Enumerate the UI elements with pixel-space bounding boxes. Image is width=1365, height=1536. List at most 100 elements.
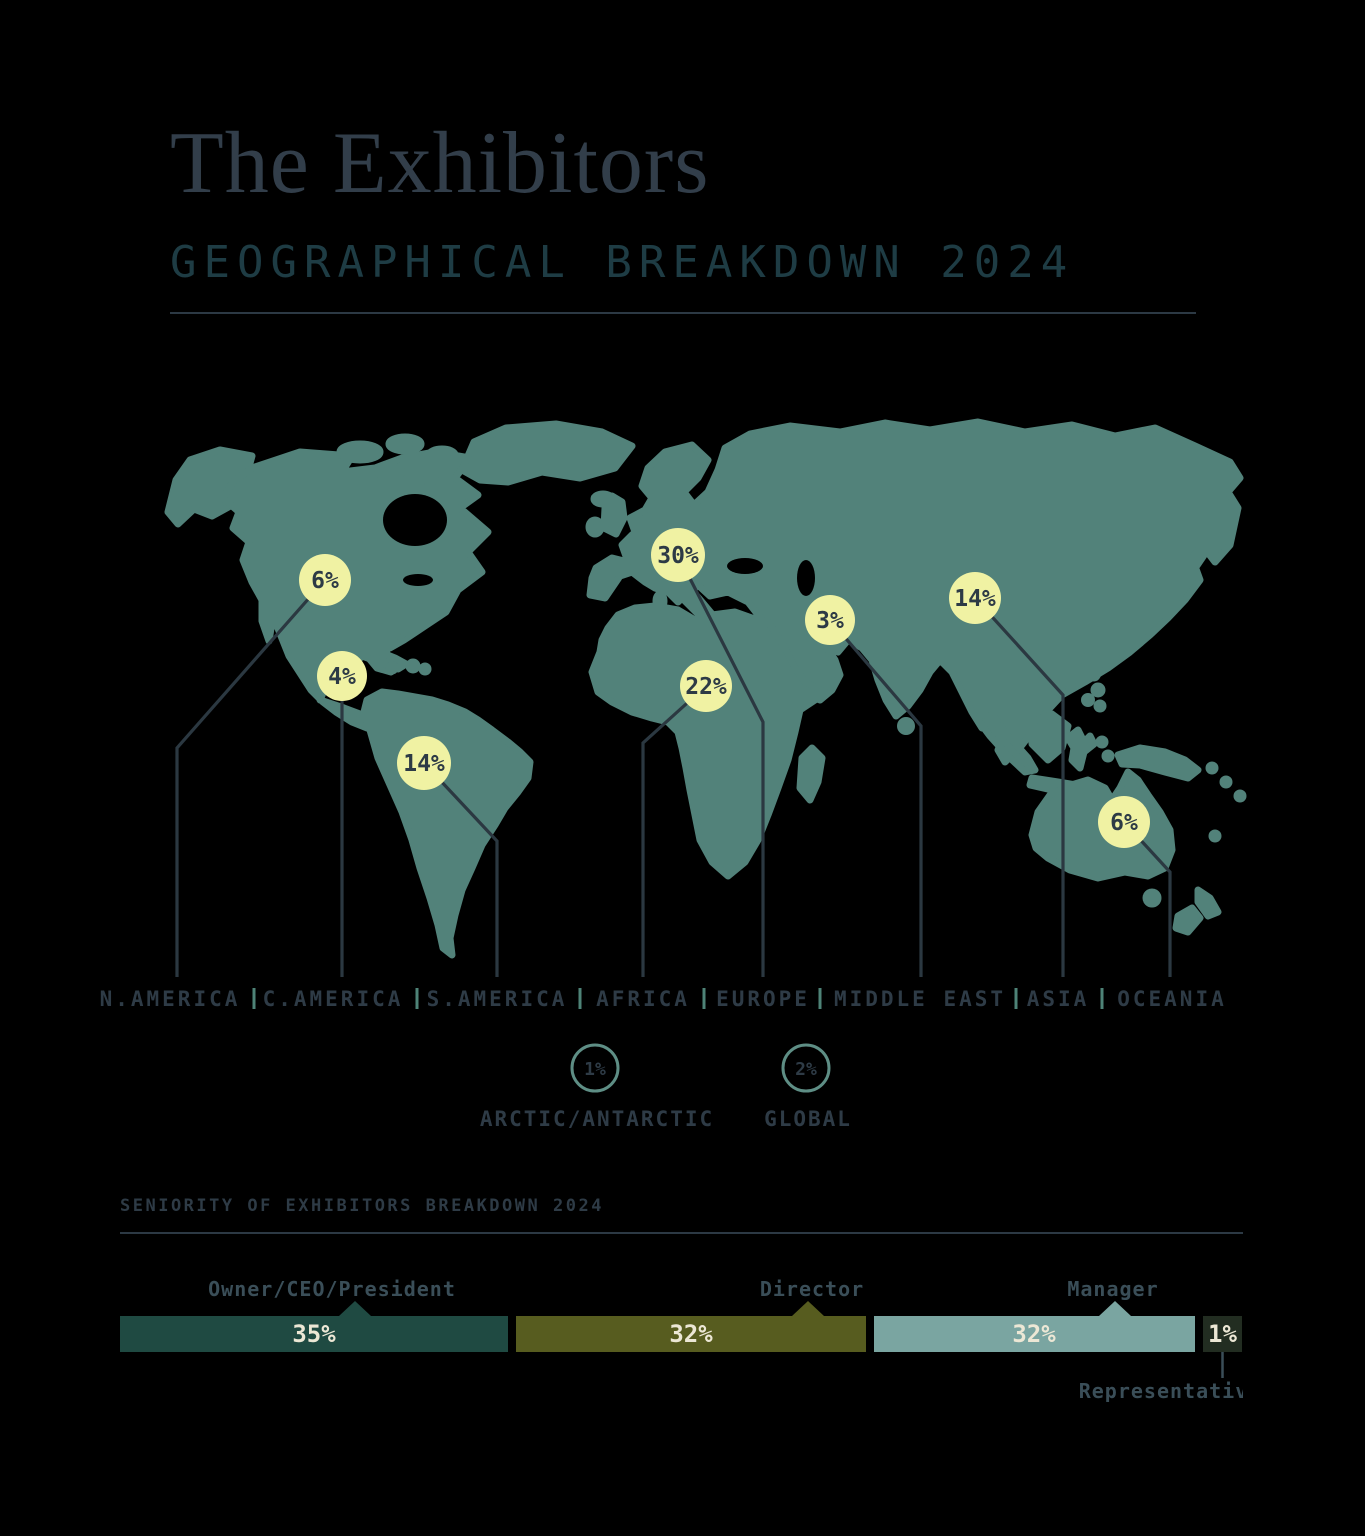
hudson-bay xyxy=(383,494,447,546)
bubble-europe: 30% xyxy=(651,528,705,582)
global-label: GLOBAL xyxy=(764,1107,852,1131)
bubble-oceania: 6% xyxy=(1098,796,1150,848)
header-divider xyxy=(170,312,1196,315)
region-label-s-america: S.AMERICA xyxy=(427,987,568,1011)
bubble-africa: 22% xyxy=(680,660,732,712)
bar-segment-director xyxy=(516,1316,866,1352)
arctic-islands xyxy=(336,433,459,493)
bar-segment-owner xyxy=(120,1316,508,1352)
leader-line-africa xyxy=(641,684,708,977)
region-label-asia: ASIA xyxy=(1027,987,1090,1011)
bubble-asia: 14% xyxy=(949,572,1001,624)
segment-label-manager: Manager xyxy=(1067,1277,1158,1301)
bubble-circle xyxy=(1098,796,1150,848)
bar-segment-representative xyxy=(1203,1316,1242,1352)
arctic-ring-icon xyxy=(570,1043,620,1093)
bubble-circle xyxy=(651,528,705,582)
bar-segment-manager xyxy=(874,1316,1195,1352)
arctic-label: ARCTIC/ANTARCTIC xyxy=(480,1107,714,1131)
pointer-manager xyxy=(1099,1301,1131,1316)
landmass-ireland xyxy=(585,516,605,538)
philippines-islands xyxy=(1081,654,1107,713)
region-label-middle-east: MIDDLE EAST xyxy=(834,987,1006,1011)
landmass-tasmania xyxy=(1142,888,1162,908)
global-ring-icon xyxy=(781,1043,831,1093)
bubble-value: 30% xyxy=(657,543,699,569)
bubble-circle xyxy=(949,572,1001,624)
leader-line-europe xyxy=(676,554,765,977)
leader-line-n-america xyxy=(175,578,327,977)
great-lakes xyxy=(403,574,433,586)
landmass-sakhalin xyxy=(1192,508,1210,548)
pacific-islands xyxy=(1205,761,1247,843)
header: The Exhibitors GEOGRAPHICAL BREAKDOWN 20… xyxy=(170,115,1245,315)
region-label-c-america: C.AMERICA xyxy=(263,987,404,1011)
landmass-greenland xyxy=(458,420,636,486)
segment-label-director: Director xyxy=(760,1277,864,1301)
seniority-heading: SENIORITY OF EXHIBITORS BREAKDOWN 2024 xyxy=(120,1196,604,1216)
region-bubbles: 6% 4% 14% 22% 30% 3% xyxy=(299,528,1150,848)
landmass-new-zealand-north xyxy=(1194,886,1222,920)
bubble-s-america: 14% xyxy=(397,736,451,790)
arctic-value: 1% xyxy=(584,1059,606,1080)
segment-value-owner: 35% xyxy=(292,1320,336,1348)
leader-lines xyxy=(175,554,1172,977)
region-label-africa: AFRICA xyxy=(596,987,690,1011)
bubble-circle xyxy=(317,651,367,701)
leader-line-middle-east xyxy=(828,618,923,977)
landmass-uk xyxy=(600,492,628,538)
bubble-circle xyxy=(680,660,732,712)
bubble-circle xyxy=(805,595,855,645)
landmass-japan xyxy=(1157,538,1215,613)
extra-region-arctic: 1% ARCTIC/ANTARCTIC xyxy=(480,1043,714,1131)
caspian-sea xyxy=(797,560,815,596)
segment-label-representative: Representative xyxy=(1079,1379,1243,1403)
seniority-section: SENIORITY OF EXHIBITORS BREAKDOWN 2024 O… xyxy=(120,1196,1243,1416)
extra-region-global: 2% GLOBAL xyxy=(764,1043,852,1131)
bubble-value: 3% xyxy=(816,608,844,634)
bubble-middle-east: 3% xyxy=(805,595,855,645)
bubble-circle xyxy=(299,554,351,606)
caribbean-islands xyxy=(348,628,432,676)
segment-value-manager: 32% xyxy=(1012,1320,1056,1348)
region-label-europe: EUROPE xyxy=(716,987,810,1011)
label-separators xyxy=(252,988,1104,1009)
bubble-value: 14% xyxy=(403,751,445,777)
page-title: The Exhibitors xyxy=(170,115,710,212)
continents xyxy=(164,418,1247,959)
segment-label-owner: Owner/CEO/President xyxy=(208,1277,456,1301)
segment-value-representative: 1% xyxy=(1208,1320,1237,1348)
bubble-value: 6% xyxy=(311,568,339,594)
landmass-africa xyxy=(588,602,829,880)
inland-seas xyxy=(383,494,815,596)
region-label-oceania: OCEANIA xyxy=(1117,987,1227,1011)
bubble-value: 6% xyxy=(1110,810,1138,836)
bubble-circle xyxy=(397,736,451,790)
pointer-director xyxy=(792,1301,824,1316)
landmass-sumatra xyxy=(974,708,1039,776)
bubble-value: 14% xyxy=(954,586,996,612)
segment-value-director: 32% xyxy=(669,1320,713,1348)
seniority-divider xyxy=(120,1232,1243,1234)
leader-line-asia xyxy=(973,596,1065,977)
black-sea xyxy=(727,558,763,574)
landmass-sri-lanka xyxy=(897,717,915,735)
bubble-value: 4% xyxy=(328,664,356,690)
global-value: 2% xyxy=(795,1059,817,1080)
bubble-c-america: 4% xyxy=(317,651,367,701)
landmass-madagascar xyxy=(796,744,826,804)
pointer-owner xyxy=(339,1301,371,1316)
page-subtitle: GEOGRAPHICAL BREAKDOWN 2024 xyxy=(170,237,1075,289)
leader-line-s-america xyxy=(422,761,499,977)
landmass-south-america xyxy=(360,688,534,959)
landmass-new-guinea xyxy=(1114,744,1202,782)
bubble-value: 22% xyxy=(685,674,727,700)
landmass-new-zealand-south xyxy=(1172,904,1204,936)
region-label-n-america: N.AMERICA xyxy=(100,987,241,1011)
seniority-chart: Owner/CEO/President Director Manager 35%… xyxy=(120,1277,1243,1403)
landmass-sulawesi xyxy=(1064,726,1098,772)
region-labels: N.AMERICA C.AMERICA S.AMERICA AFRICA EUR… xyxy=(100,987,1227,1011)
bubble-n-america: 6% xyxy=(299,554,351,606)
